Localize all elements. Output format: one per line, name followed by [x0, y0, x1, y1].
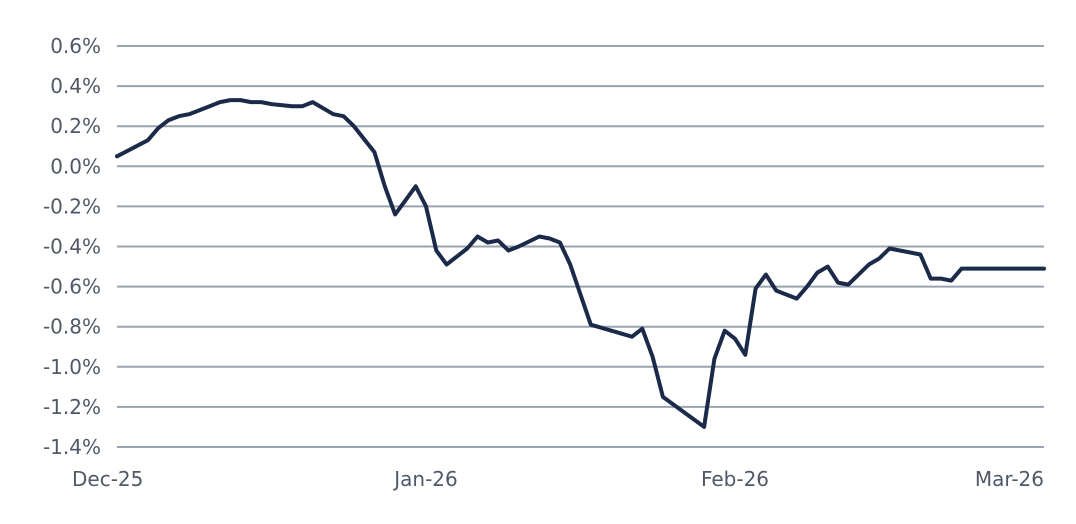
x-tick-label: Mar-26 — [975, 467, 1044, 491]
y-tick-label: 0.4% — [50, 74, 101, 98]
y-tick-label: 0.6% — [50, 34, 101, 58]
x-tick-label: Feb-26 — [701, 467, 769, 491]
x-axis-tick-labels: Dec-25 Jan-26 Feb-26 Mar-26 — [72, 467, 1044, 491]
series-layer — [115, 98, 1046, 429]
gridlines — [117, 45, 1044, 448]
y-tick-label: -0.6% — [43, 275, 101, 299]
y-tick-label: -1.4% — [43, 435, 101, 459]
x-tick-label: Dec-25 — [72, 467, 143, 491]
y-tick-label: -0.4% — [43, 235, 101, 259]
series-line — [115, 98, 1046, 429]
y-tick-label: -1.0% — [43, 355, 101, 379]
y-tick-label: -1.2% — [43, 395, 101, 419]
y-tick-label: -0.8% — [43, 315, 101, 339]
x-tick-label: Jan-26 — [392, 467, 458, 491]
y-tick-label: -0.2% — [43, 194, 101, 218]
y-tick-label: 0.0% — [50, 154, 101, 178]
y-tick-label: 0.2% — [50, 114, 101, 138]
y-axis-tick-labels: 0.6% 0.4% 0.2% 0.0% -0.2% -0.4% -0.6% -0.8% -1.0… — [43, 34, 101, 459]
